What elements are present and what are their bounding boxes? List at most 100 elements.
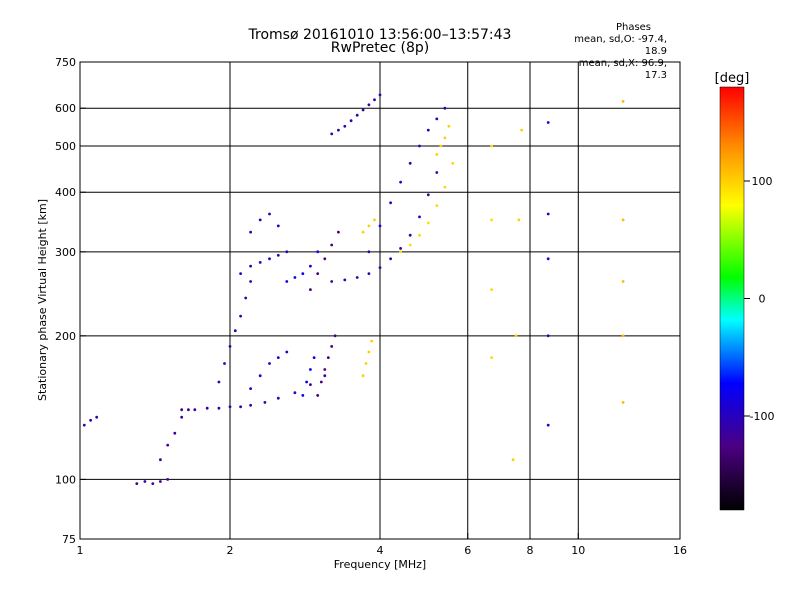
echo-point xyxy=(316,250,320,254)
echo-point xyxy=(258,218,262,222)
echo-point xyxy=(337,128,340,132)
echo-point xyxy=(316,272,320,275)
echo-point xyxy=(389,257,392,261)
echo-point xyxy=(249,264,253,268)
echo-point xyxy=(249,387,253,390)
echo-point xyxy=(228,345,232,348)
phase-stats: Phases mean, sd,O: -97.4, 18.9 mean, sd,… xyxy=(560,22,667,82)
echo-point xyxy=(135,482,139,485)
echo-point xyxy=(159,480,162,483)
echo-point xyxy=(621,401,625,404)
echo-point xyxy=(418,215,421,219)
data-points xyxy=(82,93,625,485)
echo-point xyxy=(285,250,289,254)
echo-point xyxy=(263,401,267,404)
echo-point xyxy=(361,230,365,234)
echo-point xyxy=(333,334,337,338)
echo-point xyxy=(355,276,359,279)
phase-stats-x: mean, sd,X: 96.9, 17.3 xyxy=(578,58,667,81)
echo-point xyxy=(319,380,323,384)
echo-point xyxy=(89,418,92,422)
echo-point xyxy=(490,218,493,222)
y-tick-label: 200 xyxy=(55,330,76,343)
echo-point xyxy=(435,171,439,174)
chart-title: Tromsø 20161010 13:56:00–13:57:43 xyxy=(248,27,512,43)
echo-point xyxy=(239,405,243,409)
echo-point xyxy=(373,218,376,222)
colorbar-tick-label: 0 xyxy=(759,293,766,306)
echo-point xyxy=(180,415,184,419)
echo-point xyxy=(367,103,371,107)
echo-point xyxy=(367,350,371,354)
echo-point xyxy=(293,391,297,395)
echo-point xyxy=(490,288,493,291)
echo-point xyxy=(258,261,262,264)
echo-point xyxy=(367,250,371,254)
echo-point xyxy=(309,368,312,371)
echo-point xyxy=(258,374,262,378)
echo-point xyxy=(378,224,382,228)
echo-point xyxy=(159,458,162,462)
y-axis-label: Stationary phase Virtual Height [km] xyxy=(36,199,49,401)
echo-point xyxy=(546,212,550,216)
phase-stats-o: mean, sd,O: -97.4, 18.9 xyxy=(574,34,667,57)
grid xyxy=(80,62,680,539)
echo-point xyxy=(268,212,271,216)
echo-point xyxy=(316,394,320,397)
echo-point xyxy=(268,257,271,261)
echo-point xyxy=(330,280,334,283)
x-axis-ticks: 1 2 4 6 8 10 16 xyxy=(77,533,687,557)
echo-point xyxy=(490,356,493,359)
echo-point xyxy=(399,250,402,254)
echo-point xyxy=(408,233,412,237)
colorbar-tick-label: -100 xyxy=(750,410,775,423)
echo-point xyxy=(95,415,99,419)
colorbar-gradient xyxy=(719,86,745,511)
echo-point xyxy=(373,98,376,102)
echo-point xyxy=(249,403,253,407)
echo-point xyxy=(426,221,430,225)
phase-stats-label: Phases xyxy=(615,22,652,33)
echo-point xyxy=(621,100,625,103)
x-tick-label: 16 xyxy=(673,544,687,557)
echo-point xyxy=(330,243,334,247)
echo-point xyxy=(217,406,221,410)
x-tick-label: 4 xyxy=(377,544,384,557)
echo-point xyxy=(223,362,226,365)
echo-point xyxy=(309,288,312,291)
echo-point xyxy=(426,128,430,132)
echo-point xyxy=(305,380,308,384)
echo-point xyxy=(166,443,170,447)
echo-point xyxy=(364,362,368,365)
echo-point xyxy=(355,113,359,117)
chart-subtitle: RwPretec (8p) xyxy=(330,40,430,56)
echo-point xyxy=(285,280,289,283)
echo-point xyxy=(301,394,305,397)
echo-point xyxy=(337,230,340,234)
echo-point xyxy=(249,280,253,283)
y-axis-ticks: 75 100 200 300 400 500 600 750 xyxy=(55,56,86,546)
y-tick-label: 400 xyxy=(55,186,76,199)
echo-point xyxy=(301,272,305,275)
echo-point xyxy=(621,334,625,338)
y-tick-label: 750 xyxy=(55,56,76,69)
echo-point xyxy=(399,247,402,250)
echo-point xyxy=(239,272,243,275)
echo-point xyxy=(517,218,521,222)
echo-point xyxy=(621,218,625,222)
echo-point xyxy=(511,458,515,462)
echo-point xyxy=(546,257,550,261)
echo-point xyxy=(82,423,86,427)
y-tick-label: 600 xyxy=(55,102,76,115)
echo-point xyxy=(228,405,232,409)
echo-point xyxy=(361,108,365,112)
echo-point xyxy=(249,230,253,234)
echo-point xyxy=(205,406,209,410)
echo-point xyxy=(187,408,190,412)
echo-point xyxy=(451,161,455,165)
echo-point xyxy=(276,224,280,228)
echo-point xyxy=(276,396,280,400)
echo-point xyxy=(309,264,312,268)
y-tick-label: 500 xyxy=(55,140,76,153)
